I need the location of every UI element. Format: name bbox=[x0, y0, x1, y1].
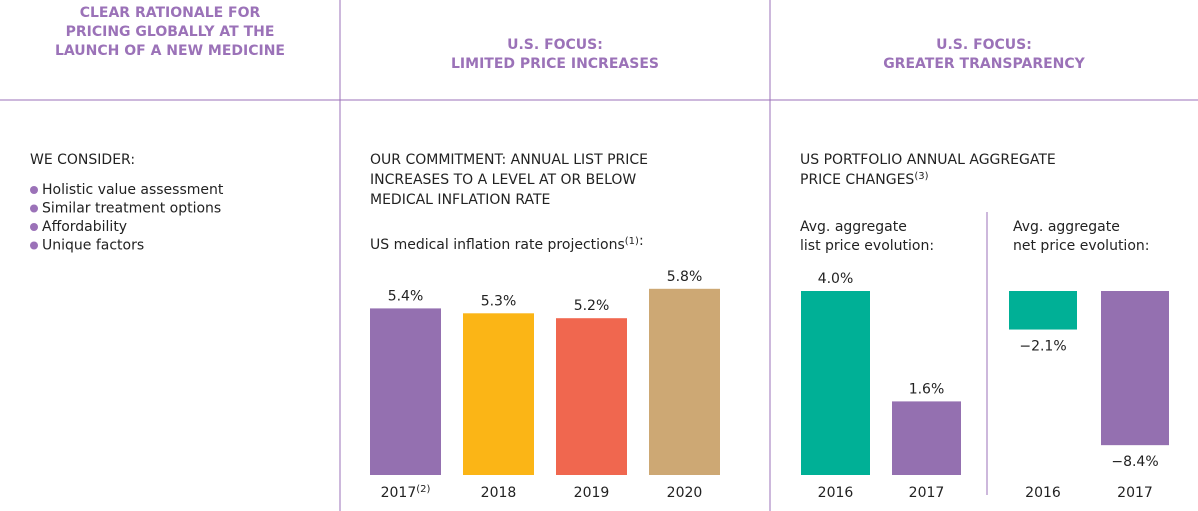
bar bbox=[892, 401, 961, 475]
section-heading: INCREASES TO A LEVEL AT OR BELOW bbox=[370, 172, 636, 188]
column-header: LAUNCH OF A NEW MEDICINE bbox=[55, 43, 285, 59]
bar bbox=[649, 288, 720, 475]
section-heading: US PORTFOLIO ANNUAL AGGREGATE bbox=[800, 152, 1056, 168]
value-label: 5.3% bbox=[481, 293, 517, 309]
value-label: −2.1% bbox=[1019, 339, 1066, 355]
section-heading: OUR COMMITMENT: ANNUAL LIST PRICE bbox=[370, 152, 648, 168]
bullet-dot bbox=[30, 241, 38, 250]
bullet-text: Similar treatment options bbox=[42, 201, 221, 217]
bullet-text: Affordability bbox=[42, 219, 127, 235]
x-tick-label: 2016 bbox=[818, 485, 854, 501]
x-tick-label: 2019 bbox=[574, 485, 610, 501]
value-label: 1.6% bbox=[909, 381, 945, 397]
column-header: LIMITED PRICE INCREASES bbox=[451, 56, 659, 72]
column-header: PRICING GLOBALLY AT THE bbox=[66, 24, 275, 40]
chart-title: US medical inflation rate projections(1)… bbox=[370, 233, 644, 253]
value-label: 5.2% bbox=[574, 298, 610, 314]
bullet-dot bbox=[30, 223, 38, 231]
chart-title: list price evolution: bbox=[800, 238, 934, 254]
value-label: 4.0% bbox=[818, 271, 854, 287]
bullet-dot bbox=[30, 204, 38, 213]
x-tick-label: 2017(2) bbox=[381, 484, 431, 501]
bullet-text: Unique factors bbox=[42, 238, 144, 254]
bullet-text: Holistic value assessment bbox=[42, 182, 224, 198]
column-header: U.S. FOCUS: bbox=[507, 37, 603, 53]
bar bbox=[801, 291, 870, 475]
x-tick-label: 2018 bbox=[481, 485, 517, 501]
bar bbox=[463, 313, 534, 475]
bar bbox=[370, 308, 441, 475]
value-label: 5.8% bbox=[667, 269, 703, 285]
section-heading: WE CONSIDER: bbox=[30, 152, 135, 168]
bullet-dot bbox=[30, 186, 38, 194]
section-heading: MEDICAL INFLATION RATE bbox=[370, 192, 550, 208]
value-label: −8.4% bbox=[1111, 454, 1158, 470]
bar bbox=[1009, 291, 1077, 330]
chart-title: Avg. aggregate bbox=[1013, 219, 1120, 235]
chart-title: Avg. aggregate bbox=[800, 219, 907, 235]
column-header: CLEAR RATIONALE FOR bbox=[80, 5, 261, 21]
x-tick-label: 2016 bbox=[1025, 485, 1061, 501]
section-heading: PRICE CHANGES(3) bbox=[800, 171, 929, 188]
column-header: U.S. FOCUS: bbox=[936, 37, 1032, 53]
x-tick-label: 2020 bbox=[667, 485, 703, 501]
chart-title: net price evolution: bbox=[1013, 238, 1149, 254]
column-header: GREATER TRANSPARENCY bbox=[883, 56, 1085, 72]
x-tick-label: 2017 bbox=[909, 485, 945, 501]
bar bbox=[556, 318, 627, 475]
bar bbox=[1101, 291, 1169, 446]
x-tick-label: 2017 bbox=[1117, 485, 1153, 501]
value-label: 5.4% bbox=[388, 288, 424, 304]
